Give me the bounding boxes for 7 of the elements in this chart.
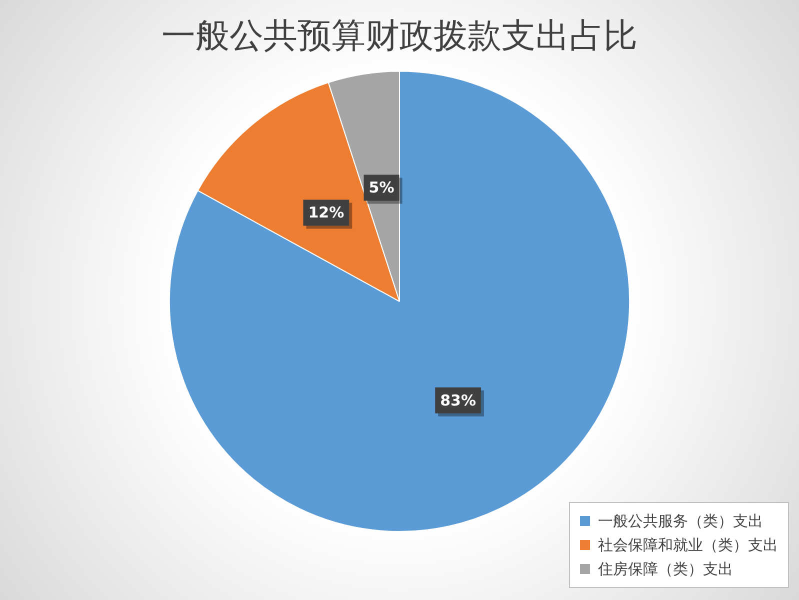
- legend-label: 社会保障和就业（类）支出: [598, 536, 778, 554]
- data-label: 12%: [308, 204, 344, 222]
- data-label: 5%: [368, 178, 394, 197]
- chart-title: 一般公共预算财政拨款支出占比: [162, 16, 638, 56]
- data-label: 83%: [440, 391, 476, 410]
- slice-label: 一般公共服务（类）支出: [598, 512, 763, 530]
- legend-label: 住房保障（类）支出: [598, 560, 733, 578]
